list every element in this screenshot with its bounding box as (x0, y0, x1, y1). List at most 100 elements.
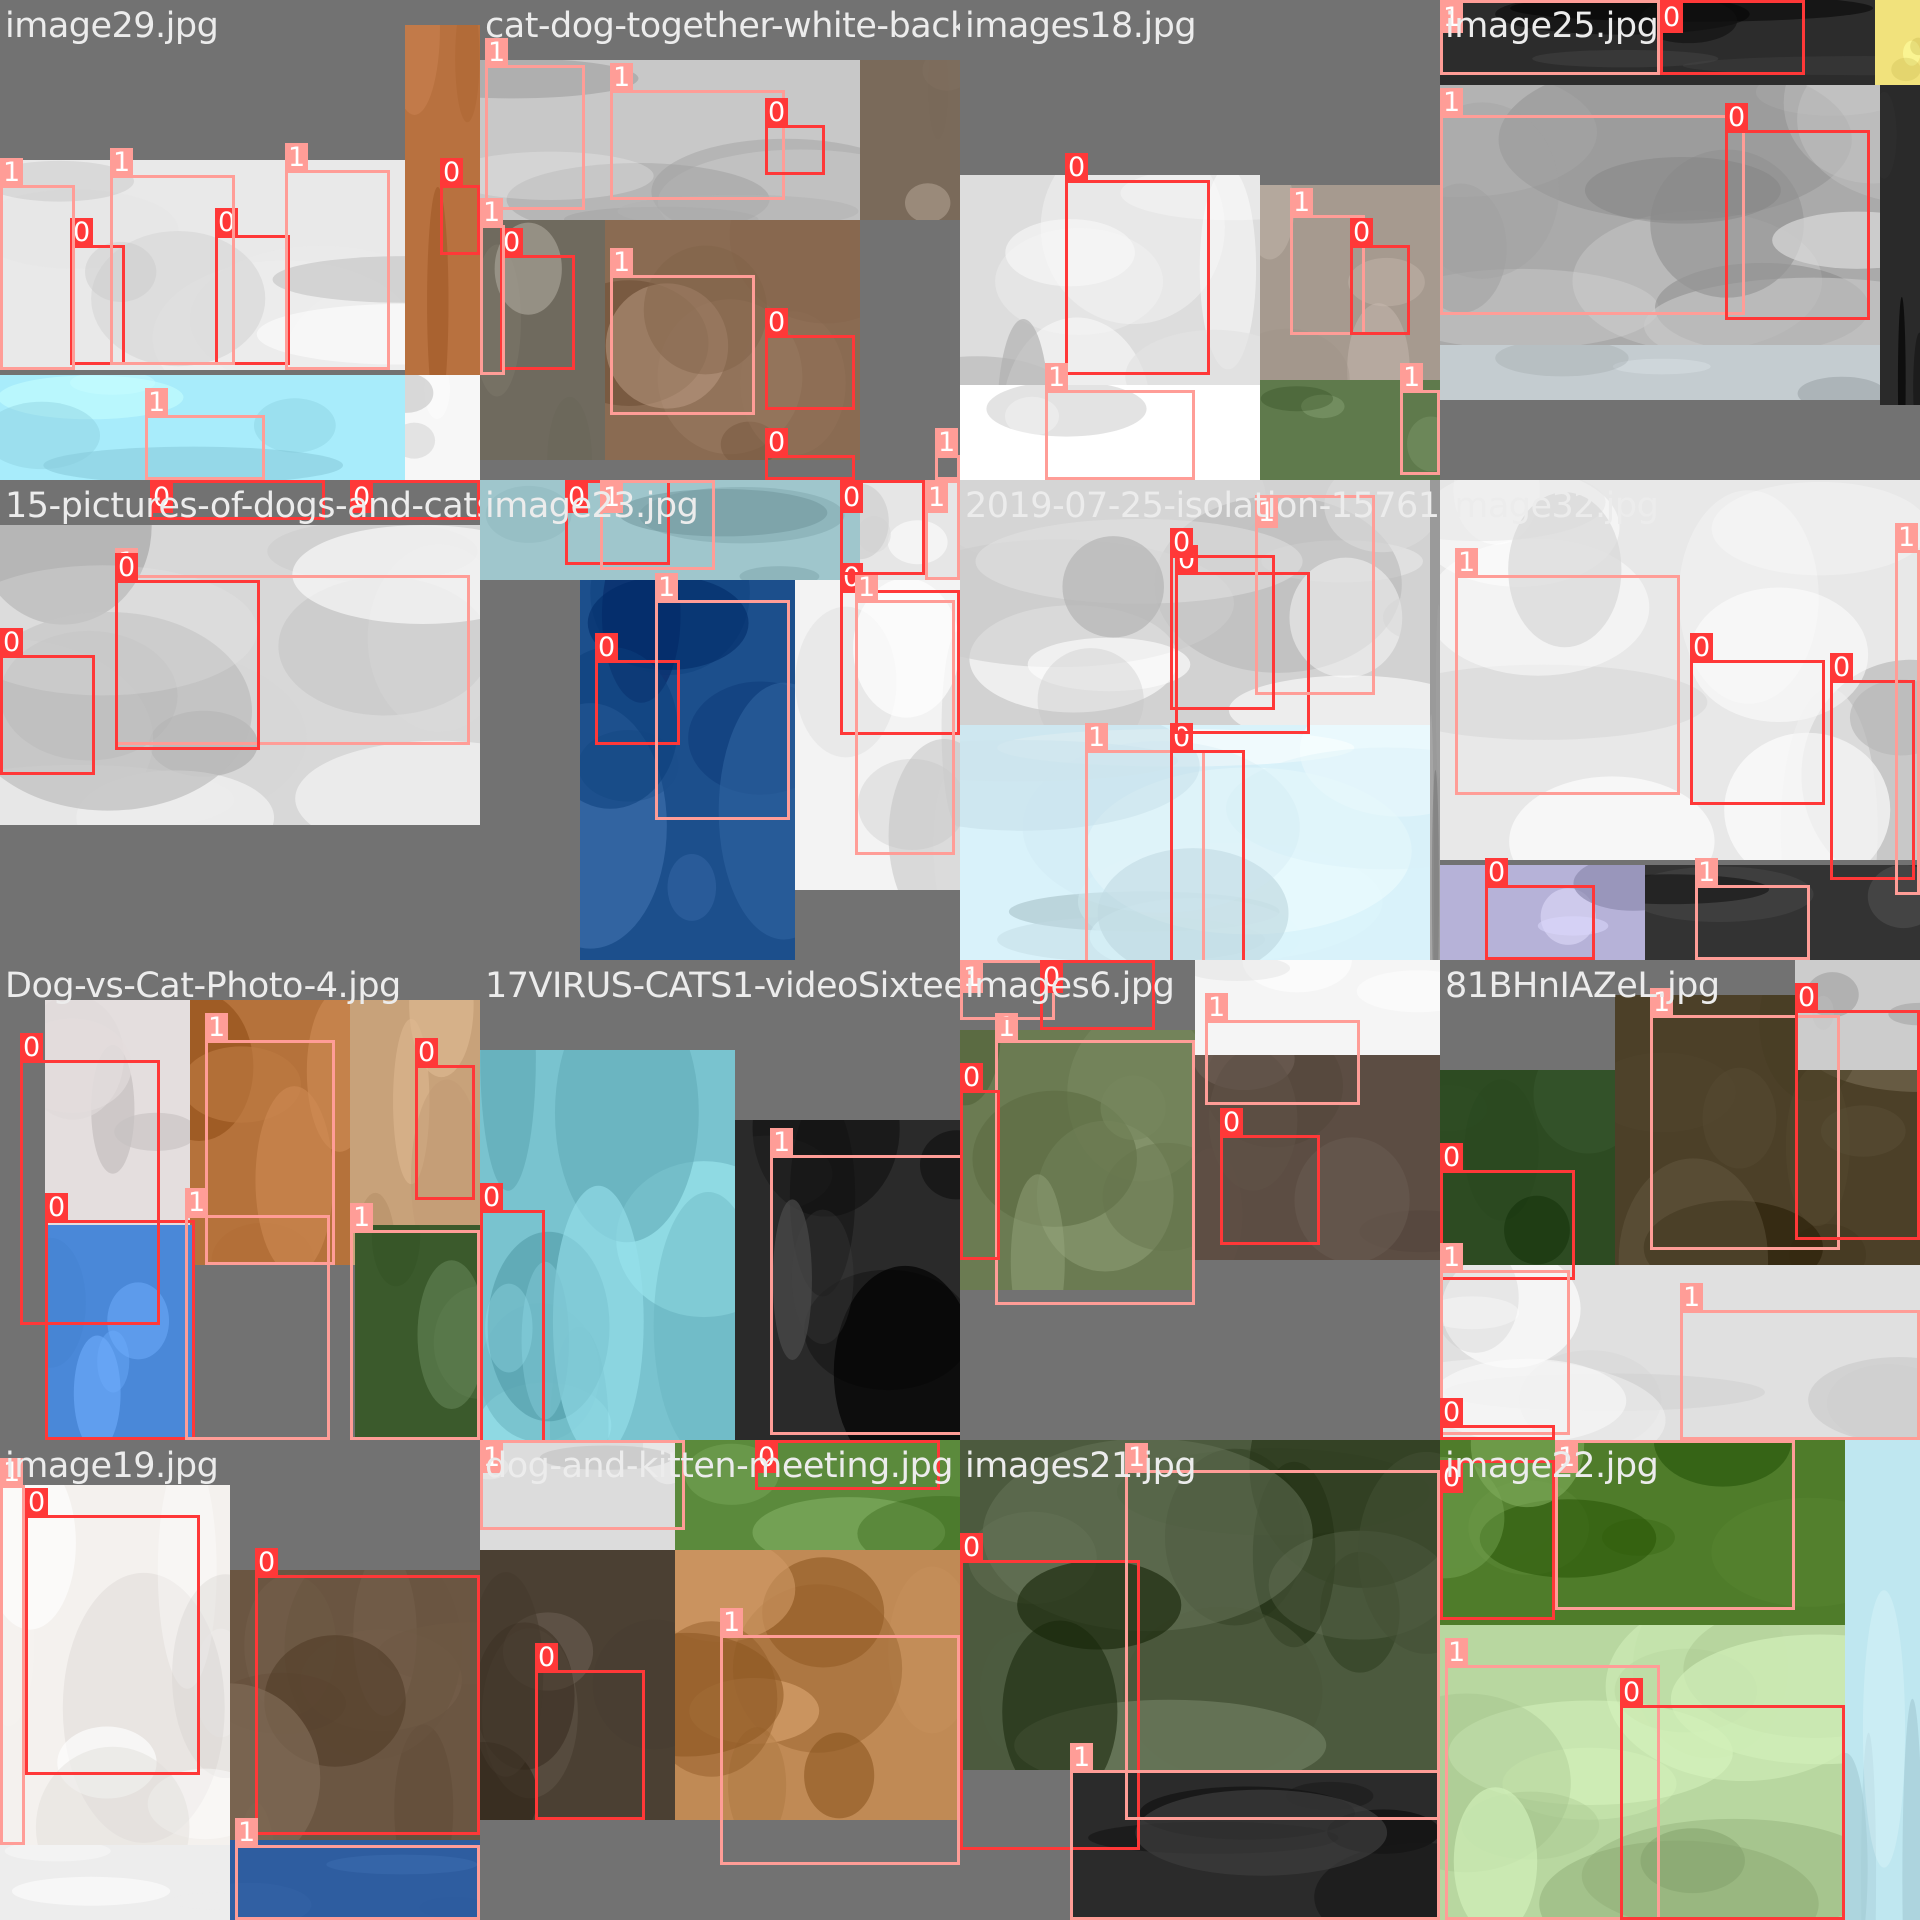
mosaic-tile: 0001015-pictures-of-dogs-and-cats-being-… (0, 480, 480, 960)
class-label: 1 (0, 158, 24, 188)
bounding-box: 0 (765, 428, 855, 480)
class-label: 1 (1680, 1283, 1704, 1313)
class-label: 0 (0, 628, 24, 658)
bounding-box: 1 (1290, 188, 1365, 335)
bounding-box: 1 (145, 388, 265, 480)
photo-fragment (960, 480, 1430, 725)
photo-fragment (480, 60, 860, 220)
mosaic-tile: 1 0 0 1 0 1 image32.jpg (1440, 480, 1920, 960)
class-label: 1 (1205, 993, 1229, 1023)
class-label: 0 (765, 98, 789, 128)
bounding-box: 0 (1725, 103, 1870, 320)
class-label: 0 (115, 553, 139, 583)
class-label: 0 (1440, 1398, 1464, 1428)
bounding-box: 1 (1070, 1743, 1440, 1920)
tile-filename-label: dog-and-kitten-meeting.jpg (485, 1446, 954, 1486)
bounding-box: 0 (960, 1063, 1000, 1260)
photo-fragment (230, 1840, 480, 1920)
class-label: 1 (935, 428, 959, 458)
class-label: 1 (770, 1128, 794, 1158)
bounding-box: 0 (115, 553, 260, 750)
bounding-box: 0 (1690, 633, 1825, 805)
photo-fragment (0, 525, 480, 825)
class-label: 0 (1660, 3, 1684, 33)
bounding-box: 1 (480, 198, 505, 375)
class-label: 0 (150, 483, 174, 513)
tile-filename-label: 81BHnIAZeL.jpg (1445, 966, 1720, 1006)
photo-fragment (675, 1550, 960, 1820)
bounding-box: 1 (655, 573, 790, 820)
bounding-box: 0 (765, 308, 855, 410)
bounding-box: 0 (500, 228, 575, 370)
class-label: 1 (350, 1203, 374, 1233)
class-label: 1 (610, 248, 634, 278)
class-label: 0 (595, 633, 619, 663)
bounding-box: 0 (70, 218, 125, 365)
class-label: 1 (1650, 988, 1674, 1018)
class-label: 0 (1485, 858, 1509, 888)
photo-fragment (0, 160, 405, 370)
class-label: 1 (1045, 363, 1069, 393)
photo-fragment (480, 480, 860, 580)
photo-fragment (795, 580, 960, 890)
class-label: 1 (110, 148, 134, 178)
bounding-box: 1 (1085, 723, 1205, 960)
tile-filename-label: image23.jpg (485, 486, 699, 526)
bounding-box: 0 (150, 480, 325, 520)
class-label: 1 (855, 573, 879, 603)
photo-fragment (1440, 480, 1920, 860)
tile-filename-label: images18.jpg (965, 6, 1197, 46)
class-label: 0 (1620, 1678, 1644, 1708)
photo-fragment (1070, 1770, 1440, 1920)
class-label: 1 (1895, 523, 1919, 553)
class-label: 1 (610, 63, 634, 93)
photo-fragment (1440, 1070, 1615, 1265)
bounding-box: 1 (205, 1013, 335, 1265)
class-label: 1 (1445, 1638, 1469, 1668)
photo-fragment (480, 1050, 735, 1440)
bounding-box: 0 (840, 480, 925, 575)
class-label: 1 (1440, 1243, 1464, 1273)
bounding-box: 0 (1620, 1678, 1845, 1920)
class-label: 1 (655, 573, 679, 603)
bounding-box: 1 (0, 1458, 25, 1845)
photo-fragment (355, 1225, 480, 1440)
mosaic-tile: 100102019-07-25-isolation-1576100688-ima… (960, 480, 1440, 960)
bounding-box: 1 (110, 148, 235, 365)
photo-fragment (1880, 85, 1920, 405)
bounding-box: 0 (350, 480, 480, 520)
bounding-box: 0 (1485, 858, 1595, 960)
bounding-box: 1 (1125, 1443, 1440, 1820)
class-label: 0 (1690, 633, 1714, 663)
mosaic-tile: 0 1 0 0 1 1 Dog-vs-Cat-Photo-4.jpg (0, 960, 480, 1440)
bounding-box: 0 (1170, 723, 1245, 960)
class-label: 1 (925, 483, 949, 513)
class-label: 0 (565, 483, 589, 513)
bounding-box: 0 (1440, 1460, 1555, 1620)
mosaic-tile: 1 0 0 1 image19.jpg (0, 1440, 480, 1920)
photo-fragment (1875, 0, 1920, 85)
bounding-box: 1 (1440, 0, 1660, 75)
bounding-box: 1 (285, 143, 390, 370)
photo-fragment (605, 220, 860, 460)
bounding-box: 1 (610, 63, 785, 200)
class-label: 1 (480, 198, 504, 228)
bounding-box: 1 (770, 1128, 960, 1435)
bounding-box: 1 (1555, 1440, 1795, 1610)
class-label: 1 (1085, 723, 1109, 753)
bounding-box: 1 (480, 1440, 685, 1530)
photo-fragment (1195, 960, 1440, 1055)
photo-fragment (1440, 1440, 1845, 1625)
bounding-box: 0 (415, 1038, 475, 1200)
class-label: 0 (1440, 1463, 1464, 1493)
class-label: 1 (0, 1458, 24, 1488)
photo-fragment (405, 375, 480, 480)
photo-fragment (230, 1570, 480, 1920)
bounding-box: 1 (610, 248, 755, 415)
class-label: 1 (1555, 1443, 1579, 1473)
class-label: 0 (1725, 103, 1749, 133)
mosaic-tile: 0 1 1 0 image22.jpg (1440, 1440, 1920, 1920)
class-label: 1 (1440, 3, 1464, 33)
class-label: 0 (1795, 983, 1819, 1013)
